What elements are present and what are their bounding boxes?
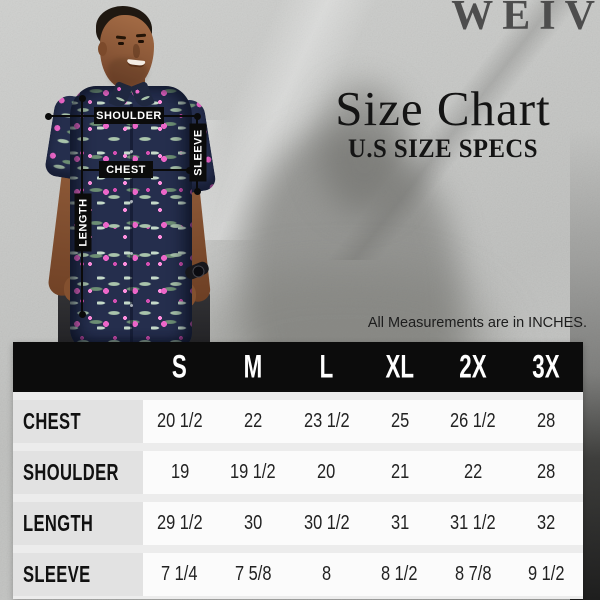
shirt-button: [130, 304, 133, 307]
table-cell: 31 1/2: [436, 502, 510, 545]
row-label: LENGTH: [13, 502, 143, 545]
table-cell: 7 1/4: [143, 553, 217, 596]
heading-block: Size Chart U.S SIZE SPECS: [296, 84, 590, 164]
size-table-header: S M L XL 2X 3X: [13, 342, 583, 392]
col-header-m: M: [243, 348, 263, 385]
table-row-shoulder: SHOULDER 19 19 1/2 20 21 22 28: [13, 451, 583, 494]
model-eye: [138, 40, 144, 43]
table-cell: 20 1/2: [143, 400, 217, 443]
measure-dot: [79, 311, 86, 318]
table-cell: 7 5/8: [216, 553, 290, 596]
page-title: Size Chart: [335, 81, 551, 136]
table-cell: 19: [143, 451, 217, 494]
col-header-2x: 2X: [459, 348, 487, 385]
table-cell: 8: [289, 553, 363, 596]
table-cell: 20: [289, 451, 363, 494]
brand-logo: WEIV: [451, 0, 600, 39]
row-label: SLEEVE: [13, 553, 143, 596]
col-header-s: S: [172, 348, 188, 385]
table-cell: 31: [362, 502, 437, 545]
table-cell: 8 1/2: [362, 553, 437, 596]
table-row-sleeve: SLEEVE 7 1/4 7 5/8 8 8 1/2 8 7/8 9 1/2: [13, 553, 583, 596]
shirt-button: [130, 200, 133, 203]
shoulder-measure-label: SHOULDER: [94, 107, 164, 124]
measure-dot: [79, 95, 86, 102]
table-cell: 9 1/2: [509, 553, 583, 596]
col-header-3x: 3X: [532, 348, 560, 385]
table-cell: 28: [509, 400, 583, 443]
table-cell: 22: [436, 451, 510, 494]
table-row-chest: CHEST 20 1/2 22 23 1/2 25 26 1/2 28: [13, 400, 583, 443]
measure-dot: [186, 167, 193, 174]
col-header-xl: XL: [385, 348, 414, 385]
row-label: SHOULDER: [13, 451, 143, 494]
shirt-button: [130, 252, 133, 255]
model-nose: [133, 44, 140, 58]
table-cell: 25: [362, 400, 437, 443]
table-cell: 21: [362, 451, 437, 494]
table-cell: 32: [509, 502, 583, 545]
measure-dot: [45, 113, 52, 120]
table-cell: 30: [216, 502, 290, 545]
table-cell: 23 1/2: [289, 400, 363, 443]
table-cell: 26 1/2: [436, 400, 510, 443]
table-row-length: LENGTH 29 1/2 30 30 1/2 31 31 1/2 32: [13, 502, 583, 545]
measure-dot: [194, 188, 201, 195]
row-label: CHEST: [13, 400, 143, 443]
shirt-button: [130, 150, 133, 153]
units-note: All Measurements are in INCHES.: [367, 315, 587, 331]
table-cell: 29 1/2: [143, 502, 217, 545]
model-ear: [98, 42, 107, 56]
model-eye: [118, 42, 124, 45]
table-cell: 19 1/2: [216, 451, 290, 494]
length-measure-label: LENGTH: [74, 193, 92, 252]
table-cell: 8 7/8: [436, 553, 510, 596]
table-cell: 22: [216, 400, 290, 443]
table-cell: 30 1/2: [289, 502, 363, 545]
page-subtitle: U.S SIZE SPECS: [348, 134, 538, 163]
size-table: S M L XL 2X 3X CHEST 20 1/2 22 23 1/2 25…: [13, 342, 583, 599]
col-header-l: L: [319, 348, 334, 385]
table-cell: 28: [509, 451, 583, 494]
chest-measure-label: CHEST: [99, 161, 153, 178]
